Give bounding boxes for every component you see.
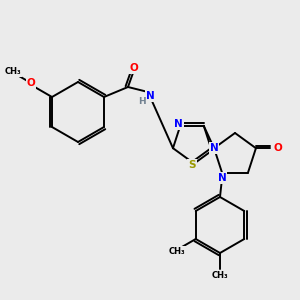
Text: O: O (274, 143, 282, 153)
Text: S: S (188, 160, 196, 170)
Text: CH₃: CH₃ (212, 271, 228, 280)
Text: O: O (27, 78, 35, 88)
Text: CH₃: CH₃ (5, 68, 21, 76)
Text: O: O (130, 63, 138, 73)
Text: H: H (138, 98, 146, 106)
Text: CH₃: CH₃ (169, 247, 185, 256)
Text: N: N (210, 143, 218, 153)
Text: N: N (146, 91, 154, 101)
Text: N: N (218, 173, 226, 183)
Text: N: N (174, 119, 183, 129)
